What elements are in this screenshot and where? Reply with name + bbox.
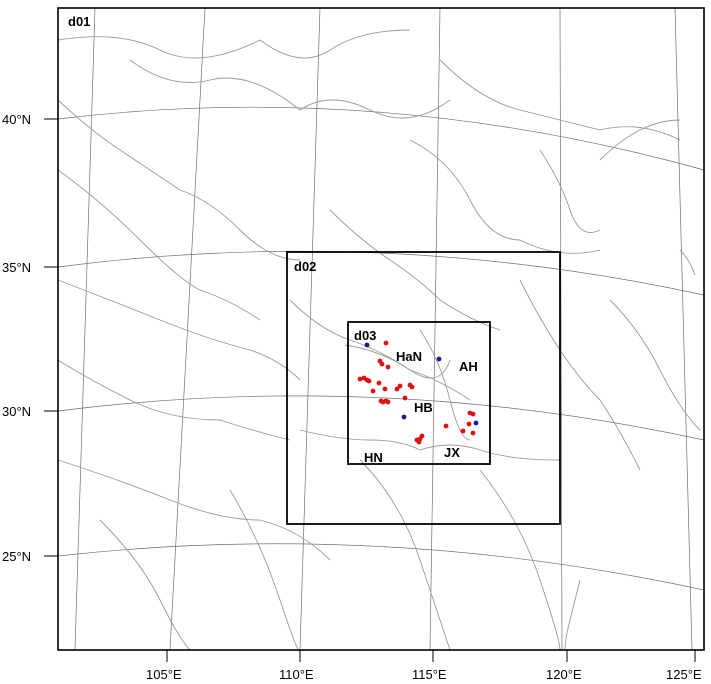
domain-d02-box (286, 251, 561, 525)
lon-tick-115: 115°E (412, 667, 447, 682)
axis-ticks (44, 118, 696, 662)
site-marker-red (402, 395, 408, 401)
site-marker-red (470, 411, 476, 417)
domain-d03-box (347, 321, 491, 465)
observation-sites (357, 340, 479, 445)
graticule (57, 7, 705, 651)
site-marker-red (383, 340, 389, 346)
site-marker-red (383, 398, 389, 404)
lat-tick-35: 35°N (2, 260, 31, 275)
site-marker-red (443, 423, 449, 429)
lat-tick-25: 25°N (2, 549, 31, 564)
province-borders (57, 29, 681, 652)
site-marker-blue (364, 342, 370, 348)
site-marker-red (470, 430, 476, 436)
site-marker-blue (436, 356, 442, 362)
region-label-HB: HB (414, 400, 433, 415)
lon-tick-105: 105°E (146, 667, 182, 682)
site-marker-red (366, 378, 372, 384)
lon-tick-125: 125°E (666, 667, 702, 682)
region-label-AH: AH (459, 359, 478, 374)
domain-d03-label: d03 (354, 328, 376, 343)
coastline (564, 119, 701, 651)
site-marker-red (382, 386, 388, 392)
domain-d02-label: d02 (294, 259, 316, 274)
site-marker-red (397, 383, 403, 389)
site-marker-red (385, 364, 391, 370)
site-marker-blue (401, 414, 407, 420)
lon-tick-110: 110°E (279, 667, 314, 682)
site-marker-red (394, 386, 400, 392)
site-marker-red (370, 388, 376, 394)
lat-tick-30: 30°N (2, 404, 31, 419)
lat-tick-40: 40°N (2, 112, 31, 127)
site-marker-red (357, 376, 363, 382)
domain-d01-label: d01 (68, 14, 90, 29)
site-marker-red (416, 439, 422, 445)
region-label-HN: HN (364, 450, 383, 465)
site-marker-blue (473, 420, 479, 426)
site-marker-red (466, 421, 472, 427)
lon-tick-120: 120°E (546, 667, 582, 682)
site-marker-red (419, 433, 425, 439)
site-marker-red (376, 380, 382, 386)
site-marker-red (460, 428, 466, 434)
site-marker-red (409, 384, 415, 390)
region-label-JX: JX (444, 445, 460, 460)
site-marker-red (379, 361, 385, 367)
region-label-HaN: HaN (396, 349, 422, 364)
domain-d01-frame (57, 7, 705, 651)
